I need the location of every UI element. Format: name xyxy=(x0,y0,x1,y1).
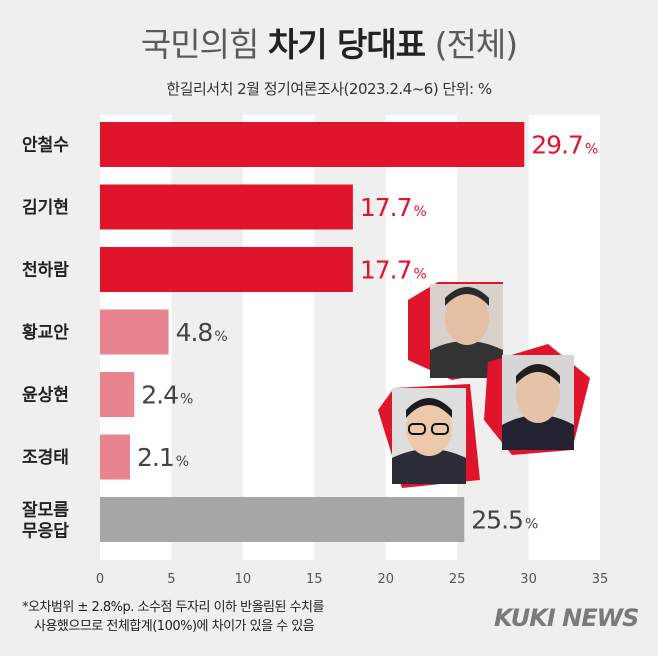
x-tick-label: 30 xyxy=(520,572,537,587)
category-label: 윤상현 xyxy=(22,386,69,406)
bar xyxy=(100,122,525,167)
bar xyxy=(100,372,135,417)
x-tick-label: 35 xyxy=(592,572,609,587)
bar xyxy=(100,184,353,230)
value-label: 25.5% xyxy=(471,506,538,535)
title-light-suffix: (전체) xyxy=(434,25,518,64)
x-tick-label: 0 xyxy=(96,572,104,587)
footnote-line-1: *오차범위 ± 2.8%p. 소수점 두자리 이하 반올림된 수치를 xyxy=(22,600,324,615)
footnote-line-2: 사용했으므로 전체합계(100%)에 차이가 있을 수 있음 xyxy=(34,619,315,634)
x-tick-label: 15 xyxy=(306,572,323,587)
kim-gi-hyeon-photo xyxy=(484,344,590,455)
bar xyxy=(100,247,353,292)
category-label: 조경태 xyxy=(22,448,69,468)
value-label: 4.8% xyxy=(176,318,228,347)
chart-subtitle: 한길리서치 2월 정기여론조사(2023.2.4~6) 단위: % xyxy=(166,80,492,98)
kuki-news-logo: KUKI NEWS xyxy=(494,604,639,632)
value-label: 2.4% xyxy=(141,381,193,410)
x-tick-label: 20 xyxy=(377,572,394,587)
category-label: 안철수 xyxy=(22,136,69,156)
x-tick-label: 25 xyxy=(449,572,466,587)
x-tick-label: 5 xyxy=(167,572,175,587)
value-label: 2.1% xyxy=(137,443,189,472)
category-label: 잘모름 무응답 xyxy=(22,500,69,542)
title-light-prefix: 국민의힘 xyxy=(140,25,259,64)
category-label: 천하람 xyxy=(22,260,69,281)
title-bold: 차기 당대표 xyxy=(267,25,426,64)
category-label: 황교안 xyxy=(22,323,69,343)
footnote: *오차범위 ± 2.8%p. 소수점 두자리 이하 반올림된 수치를 사용했으므… xyxy=(22,598,324,636)
bar xyxy=(100,497,465,542)
cheon-ha-ram-photo xyxy=(378,384,480,488)
value-label: 29.7% xyxy=(531,131,598,160)
grid-band xyxy=(528,115,600,560)
value-label: 17.7% xyxy=(360,256,427,285)
bar xyxy=(100,434,130,480)
bar xyxy=(100,309,169,355)
category-label: 김기현 xyxy=(22,198,69,218)
chart-title: 국민의힘 차기 당대표 (전체) xyxy=(0,18,658,66)
x-tick-label: 10 xyxy=(235,572,252,587)
value-label: 17.7% xyxy=(360,193,427,222)
ahn-cheol-soo-photo xyxy=(408,282,503,380)
